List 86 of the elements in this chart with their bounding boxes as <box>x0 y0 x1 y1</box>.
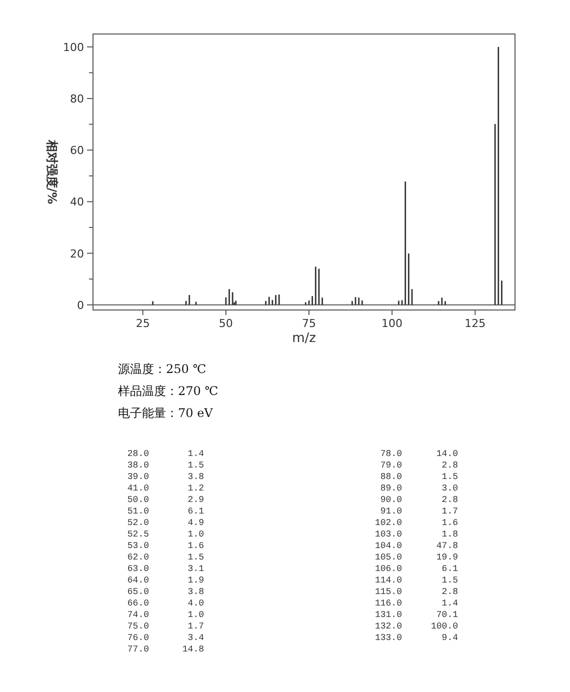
category-label: 76.0 <box>127 633 149 643</box>
data-label: 3.8 <box>188 587 204 597</box>
category-label: 115.0 <box>374 587 402 597</box>
data-label: 6.1 <box>442 564 458 574</box>
category-label: 50.0 <box>127 495 149 505</box>
data-label: 19.9 <box>436 552 458 562</box>
data-label: 1.0 <box>188 610 204 620</box>
data-label: 2.8 <box>442 495 458 505</box>
category-label: 63.0 <box>127 564 149 574</box>
x-tick-label: 100 <box>382 317 403 330</box>
data-label: 14.0 <box>436 449 458 459</box>
y-tick-label: 20 <box>70 247 84 260</box>
category-label: 75.0 <box>127 622 149 632</box>
data-label: 1.9 <box>188 576 204 586</box>
data-label: 3.4 <box>188 633 204 643</box>
x-tick-label: 25 <box>136 317 150 330</box>
category-label: 52.5 <box>127 530 149 540</box>
data-label: 2.8 <box>442 460 458 470</box>
category-label: 41.0 <box>127 484 149 494</box>
category-label: 64.0 <box>127 576 149 586</box>
category-label: 28.0 <box>127 449 149 459</box>
category-label: 103.0 <box>374 530 402 540</box>
data-label: 3.8 <box>188 472 204 482</box>
category-label: 78.0 <box>380 449 402 459</box>
category-label: 62.0 <box>127 552 149 562</box>
data-label: 1.5 <box>188 460 204 470</box>
y-tick-label: 40 <box>70 196 84 209</box>
data-label: 70.1 <box>436 610 458 620</box>
data-label: 4.9 <box>188 518 204 528</box>
category-label: 89.0 <box>380 484 402 494</box>
data-label: 1.0 <box>188 530 204 540</box>
data-label: 1.8 <box>442 530 458 540</box>
data-label: 1.7 <box>188 622 204 632</box>
category-label: 131.0 <box>374 610 402 620</box>
category-label: 133.0 <box>374 633 402 643</box>
y-tick-label: 100 <box>63 40 84 54</box>
data-label: 2.8 <box>442 587 458 597</box>
text: 源温度：250 ℃ <box>118 362 206 376</box>
data-label: 4.0 <box>188 598 204 608</box>
category-label: 105.0 <box>374 552 402 562</box>
text: 样品温度：270 ℃ <box>118 384 218 398</box>
category-label: 52.0 <box>127 518 149 528</box>
category-label: 88.0 <box>380 472 402 482</box>
category-label: 90.0 <box>380 495 402 505</box>
data-label: 1.6 <box>188 541 204 551</box>
category-label: 102.0 <box>374 518 402 528</box>
category-label: 39.0 <box>127 472 149 482</box>
data-label: 47.8 <box>436 541 458 551</box>
category-label: 114.0 <box>374 576 402 586</box>
data-label: 3.1 <box>188 564 204 574</box>
category-label: 132.0 <box>374 622 402 632</box>
data-label: 1.6 <box>442 518 458 528</box>
x-axis-title: m/z <box>292 331 316 346</box>
category-label: 66.0 <box>127 598 149 608</box>
data-label: 100.0 <box>430 622 458 632</box>
category-label: 38.0 <box>127 460 149 470</box>
category-label: 65.0 <box>127 587 149 597</box>
category-label: 51.0 <box>127 506 149 516</box>
data-label: 1.2 <box>188 484 204 494</box>
data-label: 1.5 <box>188 552 204 562</box>
y-tick-label: 60 <box>70 144 84 158</box>
data-label: 1.7 <box>442 506 458 516</box>
text: 电子能量：70 eV <box>118 406 214 420</box>
data-label: 1.5 <box>442 576 458 586</box>
data-label: 1.4 <box>188 449 204 459</box>
data-label: 1.4 <box>442 598 458 608</box>
category-label: 116.0 <box>374 598 402 608</box>
x-tick-label: 125 <box>464 317 486 330</box>
category-label: 53.0 <box>127 541 149 551</box>
data-label: 9.4 <box>442 633 458 643</box>
category-label: 91.0 <box>380 506 402 516</box>
data-label: 3.0 <box>442 484 458 494</box>
y-axis-title: 相对强度/% <box>45 138 59 204</box>
x-tick-label: 50 <box>218 317 233 330</box>
data-label: 2.9 <box>188 495 204 505</box>
data-label: 1.5 <box>442 472 458 482</box>
category-label: 104.0 <box>374 541 402 551</box>
category-label: 106.0 <box>374 564 402 574</box>
data-label: 14.8 <box>182 644 204 654</box>
data-label: 6.1 <box>188 506 204 516</box>
category-label: 77.0 <box>127 644 149 654</box>
y-tick-label: 0 <box>77 298 84 312</box>
category-label: 79.0 <box>380 460 402 470</box>
category-label: 74.0 <box>127 610 149 620</box>
y-tick-label: 80 <box>70 92 84 106</box>
x-tick-label: 75 <box>302 317 316 330</box>
